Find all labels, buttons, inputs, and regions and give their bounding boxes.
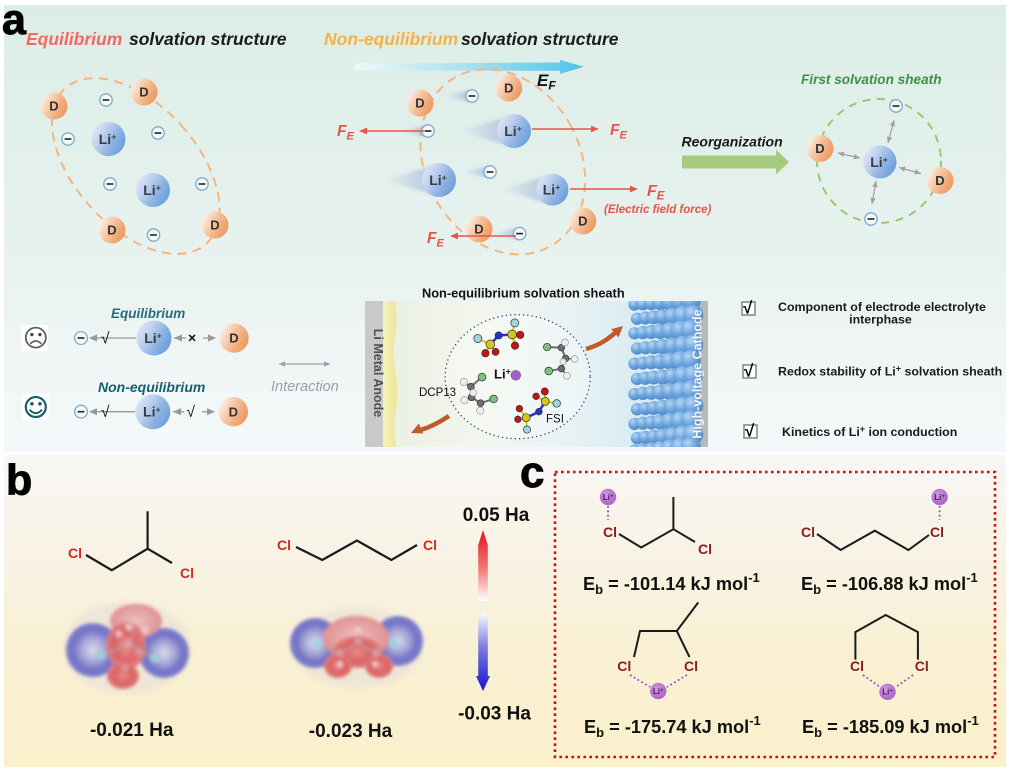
svg-text:FSI: FSI	[546, 414, 564, 426]
svg-text:Li+: Li+	[882, 688, 893, 697]
svg-text:Cl: Cl	[68, 545, 82, 561]
svg-text:√: √	[187, 404, 196, 421]
svg-text:D: D	[578, 214, 587, 229]
svg-text:Non-equilibrium: Non-equilibrium	[324, 29, 458, 49]
svg-text:Cl: Cl	[684, 658, 698, 674]
svg-text:D: D	[139, 85, 148, 100]
svg-text:√: √	[745, 422, 755, 441]
svg-text:Non-equilibrium: Non-equilibrium	[98, 379, 205, 395]
svg-text:√: √	[744, 362, 754, 381]
svg-text:Cl: Cl	[180, 565, 194, 581]
svg-text:√: √	[743, 299, 753, 318]
svg-text:-0.023 Ha: -0.023 Ha	[309, 721, 393, 742]
svg-text:×: ×	[188, 330, 196, 346]
svg-text:(Electric field force): (Electric field force)	[604, 204, 712, 216]
svg-text:D: D	[504, 81, 513, 96]
svg-text:Cl: Cl	[915, 658, 929, 674]
svg-text:c: c	[520, 448, 544, 497]
svg-text:High-voltage Cathode: High-voltage Cathode	[691, 309, 705, 438]
svg-text:Cl: Cl	[423, 537, 437, 553]
svg-text:b: b	[6, 457, 32, 505]
svg-text:Eb = -175.74 kJ mol-1: Eb = -175.74 kJ mol-1	[584, 713, 761, 740]
svg-text:Reorganization: Reorganization	[682, 134, 783, 150]
svg-text:Li Metal Anode: Li Metal Anode	[371, 329, 385, 417]
svg-text:Interaction: Interaction	[271, 379, 339, 395]
svg-text:Li+: Li+	[653, 687, 664, 696]
svg-text:Cl: Cl	[617, 658, 631, 674]
svg-text:-0.021 Ha: -0.021 Ha	[90, 720, 174, 741]
svg-text:Equilibrium: Equilibrium	[111, 306, 185, 321]
svg-text:Cl: Cl	[850, 658, 864, 674]
svg-text:√: √	[101, 404, 110, 421]
svg-text:0.05 Ha: 0.05 Ha	[463, 505, 530, 526]
svg-text:D: D	[229, 331, 238, 346]
svg-text:Non-equilibrium solvation shea: Non-equilibrium solvation sheath	[422, 286, 625, 301]
svg-text:Eb = -106.88 kJ mol-1: Eb = -106.88 kJ mol-1	[801, 570, 978, 597]
svg-text:√: √	[101, 331, 110, 348]
svg-text:Li+: Li+	[603, 493, 614, 502]
svg-text:D: D	[210, 218, 219, 233]
svg-text:a: a	[2, 0, 27, 44]
svg-text:solvation structure: solvation structure	[129, 29, 287, 49]
svg-text:-0.03 Ha: -0.03 Ha	[458, 704, 531, 725]
svg-text:Eb = -185.09 kJ mol-1: Eb = -185.09 kJ mol-1	[802, 713, 979, 740]
svg-text:D: D	[229, 404, 238, 419]
svg-text:D: D	[935, 173, 944, 188]
svg-text:Kinetics of Li+ ion conduction: Kinetics of Li+ ion conduction	[782, 424, 957, 439]
svg-text:Cl: Cl	[603, 524, 617, 540]
svg-text:solvation structure: solvation structure	[461, 29, 619, 49]
svg-text:Cl: Cl	[930, 524, 944, 540]
svg-text:Li+: Li+	[934, 493, 945, 502]
svg-text:Cl: Cl	[277, 537, 291, 553]
svg-text:Redox stability of Li+ solvati: Redox stability of Li+ solvation sheath	[778, 364, 1002, 379]
svg-text:First solvation sheath: First solvation sheath	[801, 72, 942, 87]
svg-text:interphase: interphase	[849, 313, 912, 327]
svg-text:D: D	[107, 223, 116, 238]
svg-text:D: D	[49, 99, 58, 114]
svg-text:Eb = -101.14 kJ mol-1: Eb = -101.14 kJ mol-1	[583, 570, 760, 597]
svg-text:DCP13: DCP13	[419, 387, 456, 399]
svg-text:D: D	[474, 222, 483, 237]
svg-text:Cl: Cl	[698, 541, 712, 557]
svg-text:D: D	[415, 96, 424, 111]
svg-text:D: D	[815, 141, 824, 156]
svg-text:Cl: Cl	[801, 524, 815, 540]
svg-text:Equilibrium: Equilibrium	[26, 29, 122, 49]
svg-text:Component of electrode electro: Component of electrode electrolyte	[778, 300, 986, 314]
